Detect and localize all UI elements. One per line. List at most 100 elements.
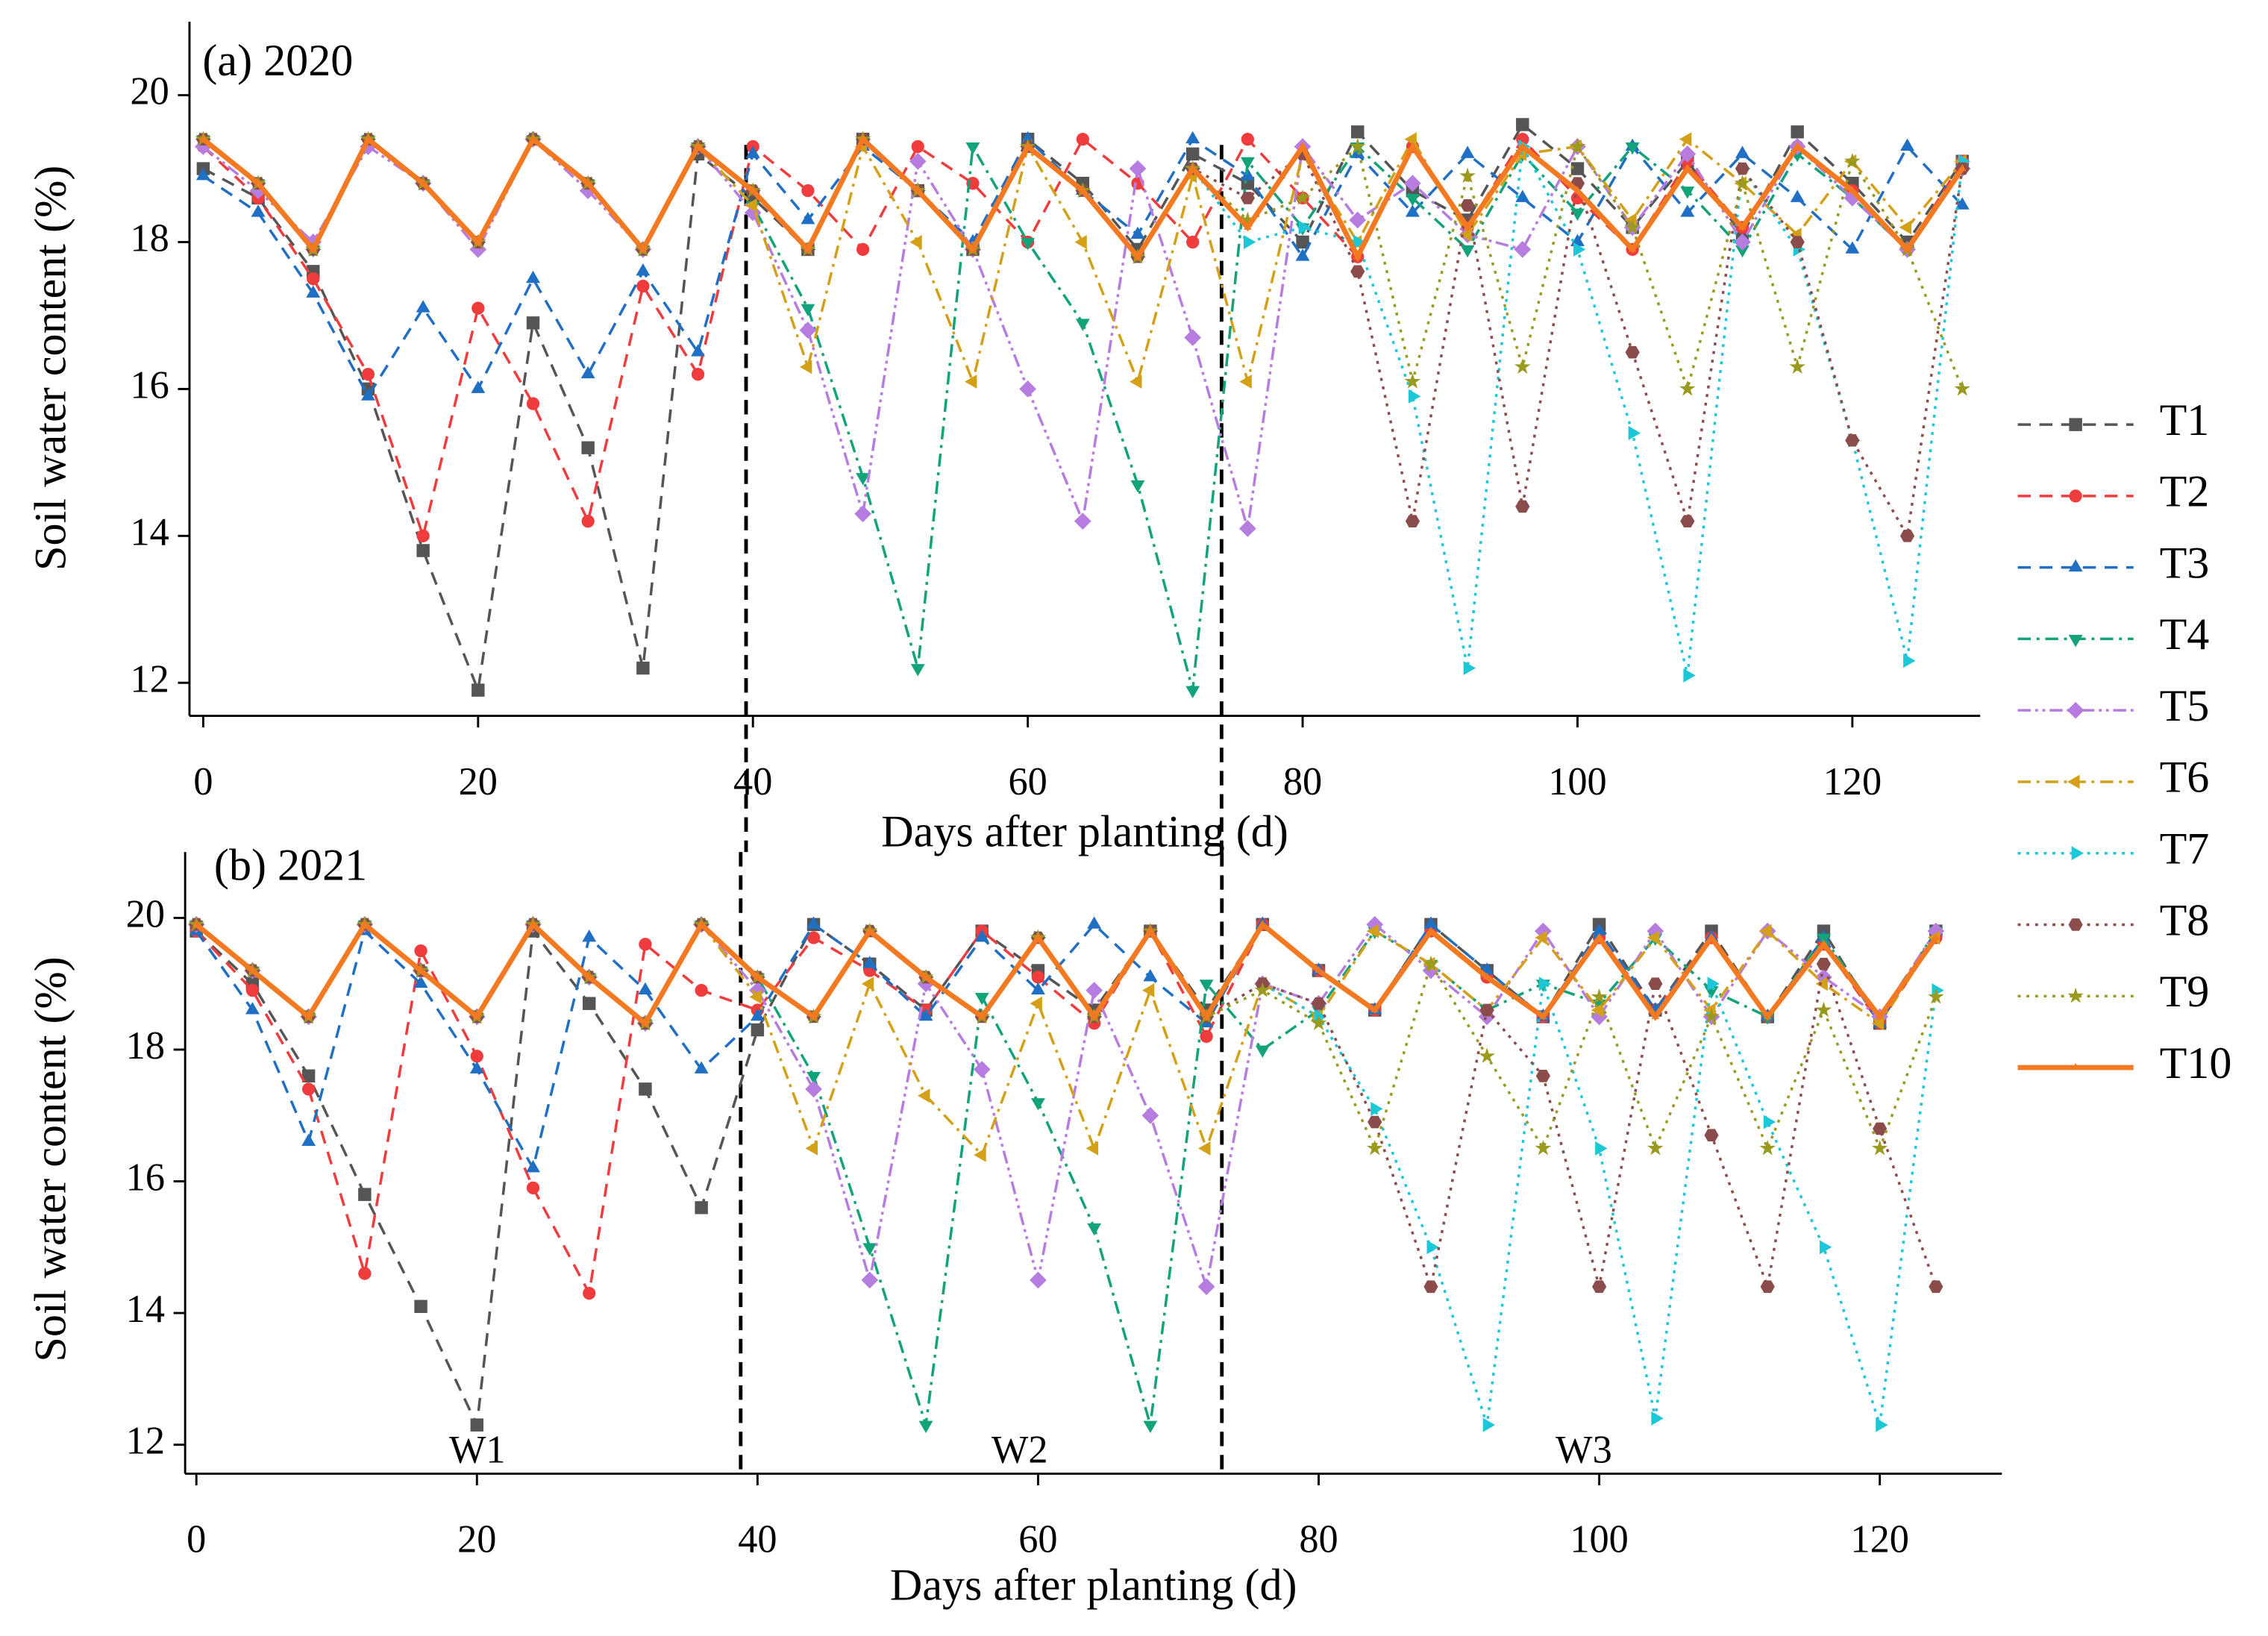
data-point: [1019, 380, 1036, 398]
data-point: [1460, 245, 1475, 258]
legend-label: T7: [2160, 824, 2210, 874]
panel: 12 14 16 18 20 0 20 40 60 80 100 120 (a) 2020 Days af…: [26, 22, 2231, 1088]
data-point: [1405, 515, 1420, 527]
data-point: [1459, 167, 1476, 184]
data-point: [416, 529, 430, 543]
data-point: [1463, 222, 1472, 230]
data-point: [1591, 1008, 1608, 1026]
data-point: [1932, 933, 1940, 940]
data-point: [805, 1141, 818, 1156]
y-tick-label: 16: [126, 1156, 165, 1199]
data-point: [1759, 924, 1772, 938]
series: [188, 917, 1940, 1162]
x-tick-label: 120: [1850, 1518, 1908, 1561]
data-point: [306, 285, 321, 298]
data-point: [1958, 163, 1967, 172]
data-point: [1295, 248, 1310, 261]
data-point: [745, 145, 760, 158]
data-point: [1793, 142, 1802, 149]
series: [192, 917, 1944, 1432]
series: T2: [196, 132, 2210, 543]
data-point: [805, 1080, 822, 1098]
data-point: [1625, 142, 1640, 155]
data-point: [910, 664, 925, 677]
series-line: [195, 920, 1938, 1027]
data-point: [1185, 686, 1200, 699]
data-point: [1873, 1122, 1888, 1135]
data-point: [1820, 939, 1828, 947]
series-line: [202, 137, 1964, 541]
data-point: [1353, 252, 1362, 260]
data-point: [965, 142, 980, 155]
x-tick-label: 20: [459, 760, 498, 803]
data-point: [1423, 955, 1439, 971]
data-point: [1133, 252, 1142, 260]
data-point: [1515, 500, 1530, 513]
data-point: [1735, 162, 1750, 175]
period-label: W1: [449, 1428, 506, 1471]
data-point: [862, 1243, 877, 1256]
data-point: [1366, 915, 1384, 933]
legend-label: T9: [2160, 967, 2210, 1017]
data-point: [1479, 1047, 1495, 1063]
data-point: [1735, 245, 1749, 258]
data-point: [918, 1420, 933, 1434]
data-point: [1255, 1045, 1270, 1058]
data-point: [1679, 145, 1697, 163]
data-point: [1241, 132, 1255, 146]
legend-marker: [2067, 701, 2084, 719]
series-line: [202, 137, 1964, 676]
data-point: [1184, 329, 1202, 346]
series: T5: [195, 131, 2209, 731]
data-point: [800, 360, 812, 374]
data-point: [1899, 530, 1915, 542]
data-point: [748, 186, 757, 193]
data-point: [245, 983, 260, 997]
data-point: [1515, 189, 1530, 202]
data-point: [529, 134, 537, 142]
data-point: [1482, 972, 1491, 980]
series: [188, 915, 1944, 1156]
data-point: [1031, 971, 1045, 984]
data-point: [1298, 142, 1307, 149]
data-point: [1514, 240, 1532, 258]
data-point: [806, 1071, 821, 1085]
x-tick-label: 40: [738, 1518, 777, 1561]
data-point: [1763, 1012, 1772, 1019]
data-point: [1819, 1240, 1832, 1255]
data-point: [1185, 147, 1200, 161]
data-point: [1294, 189, 1311, 205]
data-point: [1734, 234, 1751, 251]
data-point: [1459, 228, 1472, 242]
data-point: [1625, 345, 1640, 359]
data-point: [1426, 1240, 1439, 1255]
data-point: [854, 505, 871, 523]
data-point: [195, 167, 210, 181]
legend-marker: [2069, 489, 2082, 503]
data-point: [1404, 132, 1417, 147]
y-tick-label: 18: [131, 216, 169, 260]
data-point: [1087, 1223, 1102, 1236]
data-point: [1130, 374, 1142, 389]
data-point: [1789, 358, 1805, 374]
series: [189, 916, 1943, 1173]
x-axis-label: Days after planting (d): [890, 1561, 1297, 1611]
data-point: [977, 1012, 986, 1019]
data-point: [1030, 1098, 1045, 1111]
data-point: [472, 683, 485, 697]
x-tick-label: 0: [187, 1518, 206, 1561]
series-line: [202, 137, 1964, 399]
data-point: [1353, 235, 1366, 249]
data-point: [1871, 1140, 1888, 1156]
series: T9: [195, 131, 2210, 1017]
data-point: [1366, 1140, 1383, 1156]
data-point: [1955, 197, 1970, 210]
data-point: [1075, 319, 1090, 331]
data-point: [307, 272, 320, 286]
series-line: [195, 922, 1937, 1172]
legend-label: T2: [2160, 467, 2210, 517]
data-point: [751, 1023, 765, 1037]
data-point: [1349, 138, 1366, 154]
legend-marker: [2069, 418, 2082, 431]
